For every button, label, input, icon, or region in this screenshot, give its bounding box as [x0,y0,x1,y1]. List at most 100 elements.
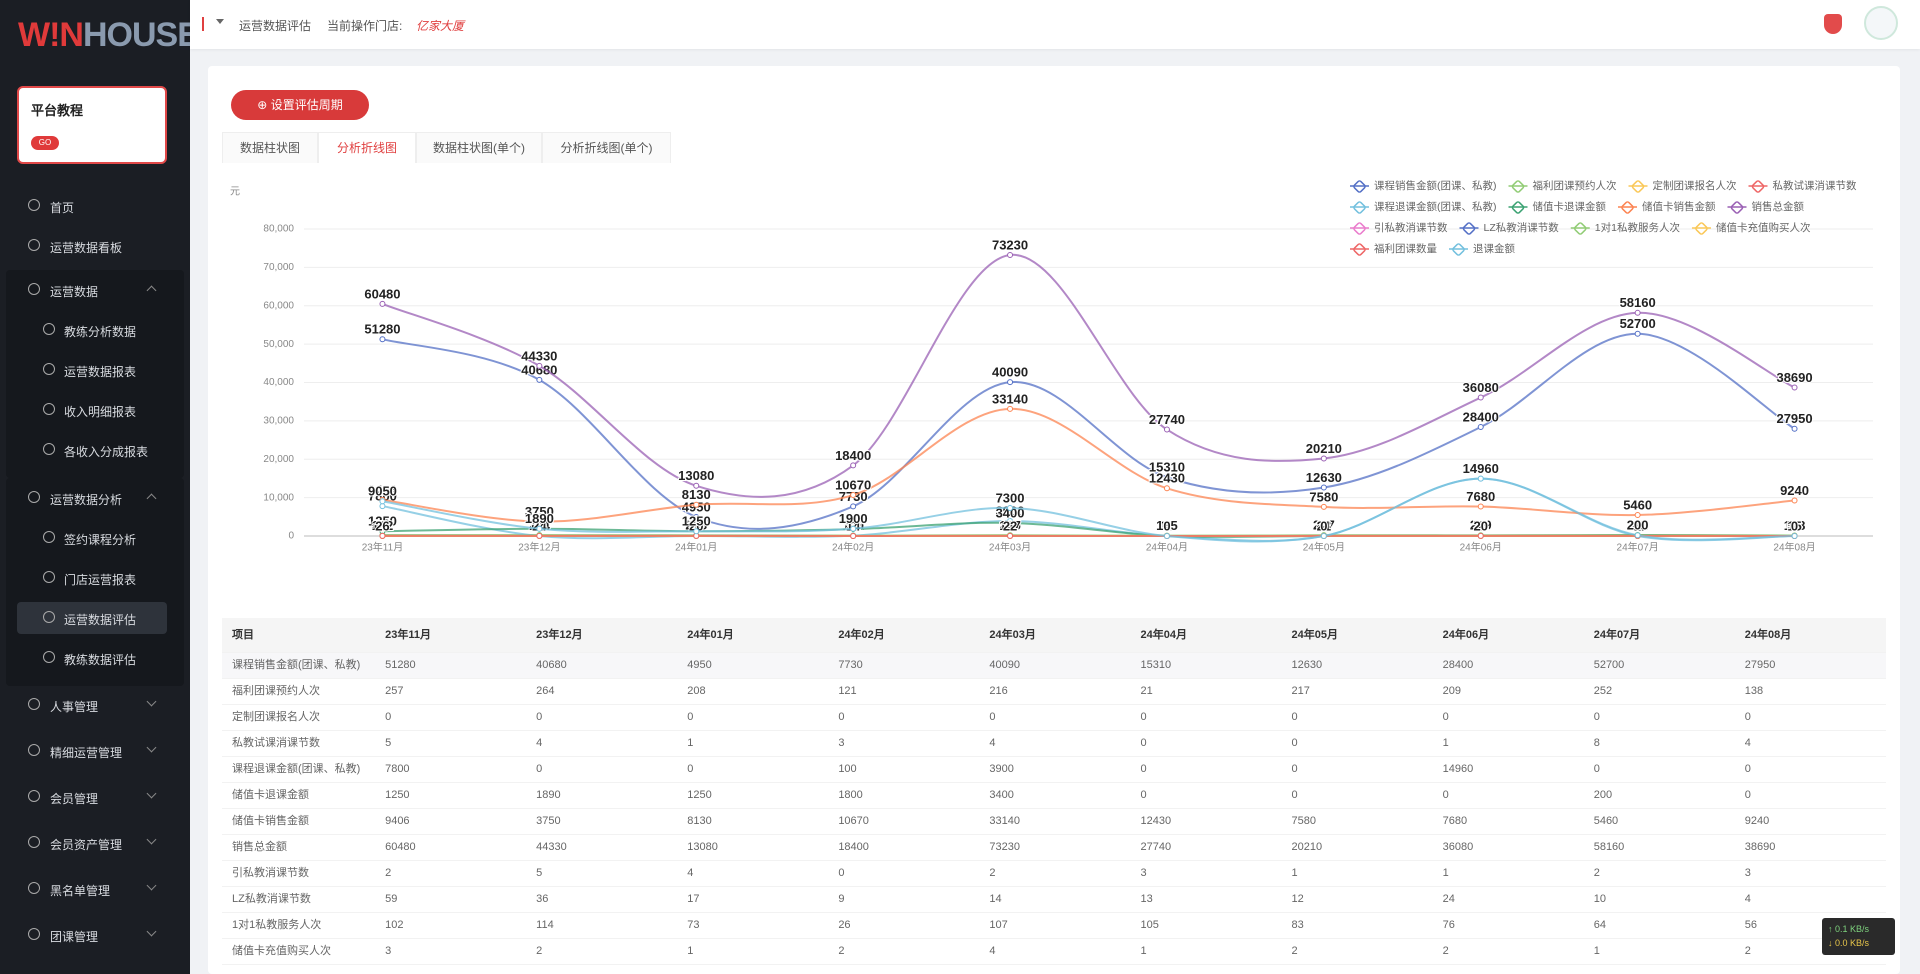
data-label: 83 [1317,518,1331,533]
submenu-item[interactable]: 门店运营报表 [0,568,190,588]
legend-item[interactable]: 课程退课金额(团课、私教) [1350,200,1497,214]
tab[interactable]: 分析折线图 [318,132,416,163]
menu-label: 教练数据评估 [64,653,137,667]
legend-item[interactable]: 定制团课报名人次 [1628,179,1737,193]
data-label: 4 [693,518,701,533]
submenu-item[interactable]: 收入明细报表 [0,400,190,420]
cell: 0 [1583,704,1735,731]
promo-button[interactable]: GO [31,136,59,150]
menu-icon [43,403,55,415]
cell: 200 [1583,782,1735,809]
point [1791,384,1798,391]
data-label: 0 [1163,518,1170,533]
cell: 33140 [979,808,1131,835]
data-label: 1 [693,518,700,533]
menu-item[interactable]: 会员资产管理 [0,833,190,853]
menu-label: 运营数据报表 [64,365,137,379]
menu-icon [28,744,40,756]
legend-item[interactable]: 1对1私教服务人次 [1570,221,1681,235]
cell: 10670 [828,808,980,835]
cell: 3750 [526,808,678,835]
x-tick-label: 23年12月 [518,541,560,554]
legend-item[interactable]: 福利团课数量 [1350,242,1437,256]
cell: 100 [828,756,980,783]
legend-item[interactable]: LZ私教消课节数 [1459,221,1560,235]
legend-item[interactable]: 退课金额 [1449,242,1515,256]
menu-item[interactable]: 团课管理 [0,925,190,945]
cell: 208 [677,678,829,705]
point [536,518,543,525]
header-cell: 24年02月 [828,618,980,653]
legend-item[interactable]: 引私教消课节数 [1350,221,1448,235]
menu-item[interactable]: 运营数据 [0,280,190,300]
store-name[interactable]: 亿家大厦 [416,19,465,33]
menu-icon [28,882,40,894]
legend-item[interactable]: 课程销售金额(团课、私教) [1350,179,1497,193]
data-label: 0 [1320,518,1327,533]
data-label: 21 [1160,518,1174,533]
legend-item[interactable]: 私教试课消课节数 [1748,179,1857,193]
data-label: 208 [685,518,707,533]
data-label: 0 [1163,518,1170,533]
cell: 5 [526,860,678,887]
submenu-item[interactable]: 签约课程分析 [0,528,190,548]
cell: 0 [1432,782,1584,809]
data-label: 2 [1791,518,1798,533]
submenu-item[interactable]: 教练数据评估 [0,648,190,668]
menu-item[interactable]: 运营数据看板 [0,236,190,256]
promo-card[interactable]: 平台教程 GO [17,86,167,164]
legend-item[interactable]: 储值卡退课金额 [1508,200,1607,214]
menu-item[interactable]: 首页 [0,196,190,216]
cell: 52700 [1583,652,1735,679]
logo: W!NHOUSE [18,16,190,55]
cell: 105 [1130,912,1282,939]
data-label: 27950 [1776,411,1812,426]
data-label: 0 [1634,518,1641,533]
data-label: 3750 [525,504,554,519]
submenu-item[interactable]: 教练分析数据 [0,320,190,340]
table-row: 私教试课消课节数 5 4 1 3 4 0 0 1 8 4 [222,730,1886,757]
point [850,492,857,499]
cell: 21 [1130,678,1282,705]
cell: 40680 [526,652,678,679]
cell: 0 [526,756,678,783]
point [1007,251,1014,258]
legend-item[interactable]: 福利团课预约人次 [1508,179,1617,193]
menu-item[interactable]: 黑名单管理 [0,879,190,899]
cell: 4 [1734,886,1886,913]
data-label: 60480 [364,286,400,301]
data-label: 14960 [1463,461,1499,476]
menu-item[interactable]: 人事管理 [0,695,190,715]
header-cell: 24年06月 [1432,618,1584,653]
menu-item[interactable]: 运营数据分析 [0,488,190,508]
chart: 元 0 10,000 20,000 30,000 40,000 50,000 60,000 70… [230,179,1873,554]
menu-item[interactable]: 会员管理 [0,787,190,807]
menu-item[interactable]: 精细运营管理 [0,741,190,761]
tab[interactable]: 数据柱状图 [222,132,318,163]
menu-label: 教练分析数据 [64,325,137,339]
cell: 12430 [1130,808,1282,835]
legend-item[interactable]: 储值卡充值购买人次 [1691,221,1811,235]
menu-icon [28,928,40,940]
cell: 7800 [375,756,527,783]
shield-icon[interactable] [1824,14,1842,34]
dropdown[interactable] [216,19,224,28]
legend-item[interactable]: 储值卡销售金额 [1618,200,1716,214]
submenu-item[interactable]: 运营数据报表 [0,360,190,380]
menu-label: 各收入分成报表 [64,445,149,459]
point [536,362,543,369]
cell: 4 [526,730,678,757]
submenu-item[interactable]: 运营数据评估 [0,608,190,628]
data-label: 138 [1784,518,1806,533]
menu-label: 签约课程分析 [64,533,137,547]
legend-item[interactable]: 销售总金额 [1727,200,1805,214]
tab[interactable]: 分析折线图(单个) [542,132,671,163]
tab[interactable]: 数据柱状图(单个) [416,132,542,163]
period-button[interactable]: ⊕ 设置评估周期 [231,90,369,120]
cell: 216 [979,678,1131,705]
page-name: 运营数据评估 [239,19,312,33]
avatar[interactable] [1864,6,1898,40]
cell: 12 [1281,886,1433,913]
menu-label: 首页 [50,201,75,215]
submenu-item[interactable]: 各收入分成报表 [0,440,190,460]
